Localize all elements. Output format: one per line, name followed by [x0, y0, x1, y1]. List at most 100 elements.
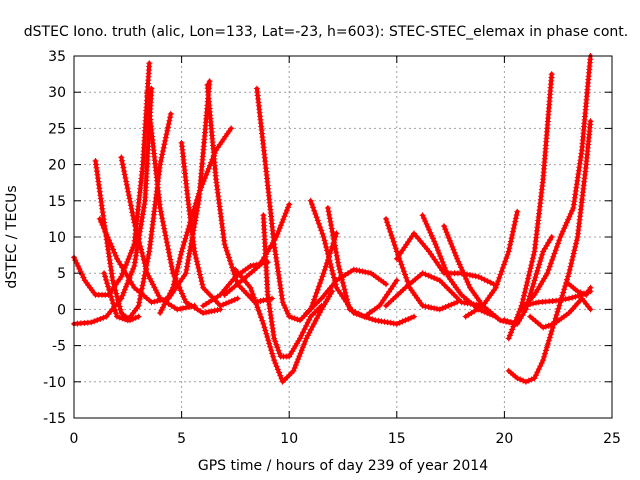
data-point — [192, 217, 199, 224]
data-point — [158, 307, 165, 314]
data-point — [535, 264, 542, 271]
data-point — [113, 310, 119, 317]
data-point — [165, 121, 172, 128]
data-point — [311, 296, 318, 303]
data-point — [341, 286, 348, 293]
data-point — [400, 268, 407, 275]
data-point — [122, 174, 129, 181]
data-point — [124, 185, 131, 192]
data-point — [125, 256, 132, 262]
data-point — [77, 268, 84, 275]
data-point — [346, 306, 353, 313]
data-point — [228, 125, 235, 132]
data-point — [198, 184, 205, 191]
data-point — [274, 366, 281, 373]
data-point — [118, 273, 125, 280]
series-pass-o — [232, 266, 336, 385]
data-point — [546, 263, 553, 270]
data-point — [152, 287, 159, 294]
data-point — [131, 219, 138, 226]
data-point — [369, 316, 376, 323]
data-point — [79, 271, 86, 278]
data-point — [115, 300, 122, 307]
data-point — [257, 298, 264, 304]
data-point — [170, 284, 176, 291]
data-point — [205, 165, 212, 172]
y-tick-label: 30 — [48, 85, 66, 101]
data-point — [427, 229, 434, 236]
data-point — [504, 318, 511, 325]
data-point — [231, 296, 238, 303]
data-point — [520, 377, 527, 384]
y-tick-label: -10 — [43, 375, 66, 391]
data-point — [282, 305, 289, 311]
data-point — [161, 225, 168, 232]
data-point — [328, 222, 335, 229]
data-point — [256, 311, 263, 317]
data-point — [431, 275, 438, 281]
data-point — [389, 235, 396, 242]
data-point — [402, 317, 409, 324]
data-point — [165, 246, 172, 253]
data-point — [292, 362, 299, 368]
y-tick-label: 0 — [57, 302, 66, 318]
data-point — [542, 350, 548, 357]
data-point — [128, 205, 135, 212]
data-point — [323, 244, 330, 251]
data-point — [178, 248, 185, 255]
data-point — [272, 338, 279, 345]
data-point — [104, 280, 111, 287]
data-point — [114, 313, 120, 320]
data-point — [139, 214, 146, 221]
data-point — [225, 254, 232, 261]
data-point — [249, 291, 256, 298]
data-point — [139, 282, 146, 289]
data-point — [198, 278, 205, 285]
data-point — [393, 320, 400, 327]
data-point — [199, 281, 206, 288]
data-point — [541, 353, 548, 360]
data-point — [140, 275, 147, 282]
plot-area — [71, 53, 594, 385]
data-point — [448, 301, 455, 308]
data-point — [556, 237, 563, 244]
data-point — [223, 300, 230, 307]
data-point — [383, 215, 389, 222]
data-point — [419, 302, 426, 309]
series-pass-q — [324, 205, 400, 320]
data-point — [123, 181, 130, 188]
data-point — [97, 316, 104, 322]
data-point — [514, 375, 521, 382]
data-point — [129, 212, 136, 219]
data-point — [366, 315, 373, 322]
data-point — [296, 353, 303, 360]
data-point — [425, 304, 432, 310]
data-point — [104, 234, 111, 241]
data-point — [451, 249, 458, 256]
y-tick-label: 20 — [48, 158, 66, 174]
x-axis-label: GPS time / hours of day 239 of year 2014 — [198, 458, 488, 474]
data-point — [469, 272, 476, 279]
data-point — [271, 357, 278, 364]
data-point — [76, 265, 83, 272]
data-point — [138, 218, 145, 225]
data-point — [456, 261, 463, 268]
axis-ticks: 0 5 10 15 20 25 -15 -10 -5 0 5 10 15 20 25 30 35 — [43, 49, 621, 447]
data-point — [327, 218, 334, 225]
data-point — [184, 229, 191, 236]
data-point — [160, 222, 167, 229]
data-point — [387, 228, 394, 235]
data-point — [320, 234, 327, 240]
data-point — [283, 307, 290, 314]
data-point — [110, 246, 117, 253]
data-point — [526, 268, 533, 275]
data-point — [494, 281, 500, 288]
data-point — [556, 302, 563, 309]
data-point — [419, 212, 426, 219]
data-point — [513, 212, 520, 218]
data-point — [272, 248, 279, 255]
data-point — [540, 357, 547, 364]
data-point — [539, 251, 546, 258]
data-point — [281, 213, 288, 220]
data-point — [521, 302, 528, 309]
